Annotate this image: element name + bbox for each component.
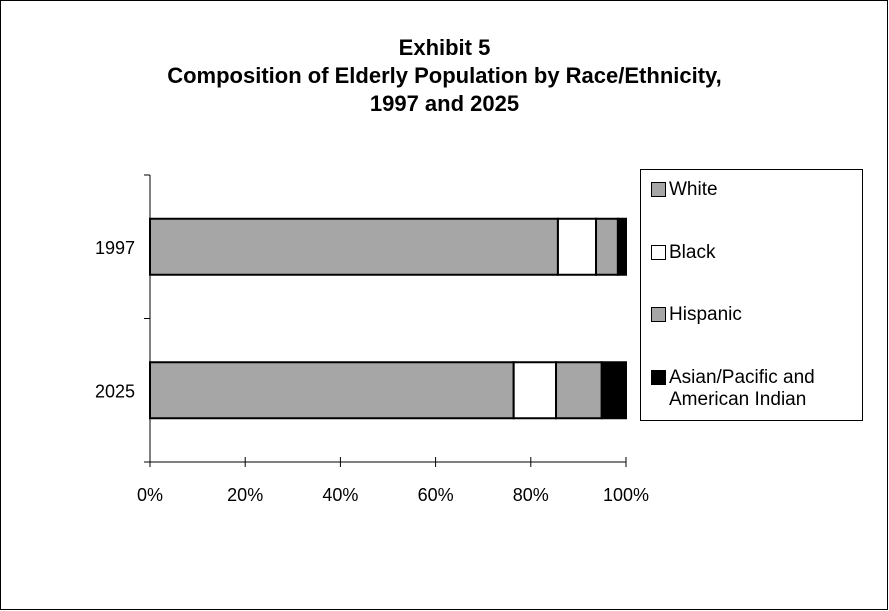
bar-1997-black	[556, 217, 598, 276]
legend-item-white: White	[651, 179, 718, 201]
x-tick-label-20: 20%	[227, 485, 263, 505]
chart-title: Exhibit 5 Composition of Elderly Populat…	[0, 34, 889, 118]
bar-2025-asian-pacific-and-american-indian	[600, 361, 627, 420]
bar-1997-asian-pacific-and-american-indian	[616, 217, 628, 276]
title-line-1: Exhibit 5	[398, 35, 491, 60]
x-tick-label-40: 40%	[322, 485, 358, 505]
bar-2025-hispanic	[555, 361, 603, 420]
legend-item-black: Black	[651, 242, 715, 264]
legend-label-hispanic: Hispanic	[669, 304, 742, 325]
legend-swatch-black	[651, 245, 666, 260]
x-tick-label-80: 80%	[513, 485, 549, 505]
legend-item-hispanic: Hispanic	[651, 304, 742, 326]
legend-item-asian-pacific-american-indian: Asian/Pacific and American Indian	[651, 367, 815, 411]
legend-swatch-asian-pacific-american-indian	[651, 370, 666, 385]
title-line-3: 1997 and 2025	[369, 91, 520, 116]
bar-1997-white	[149, 217, 559, 276]
legend-swatch-hispanic	[651, 307, 666, 322]
x-tick-label-0: 0%	[137, 485, 163, 505]
y-tick-label-2025: 2025	[95, 381, 135, 401]
x-tick-label-60: 60%	[418, 485, 454, 505]
bar-1997-hispanic	[595, 217, 619, 276]
x-tick-label-100: 100%	[603, 485, 649, 505]
bar-2025-white	[149, 361, 515, 420]
legend-label-black: Black	[669, 242, 716, 263]
legend-swatch-white	[651, 182, 666, 197]
y-tick-label-1997: 1997	[95, 238, 135, 258]
legend-label-white: White	[669, 179, 718, 200]
title-line-2: Composition of Elderly Population by Rac…	[167, 63, 722, 88]
legend-label-line-2: American Indian	[669, 389, 807, 410]
legend-label-asian-pacific-american-indian: Asian/Pacific and American Indian	[669, 367, 815, 411]
bar-2025-black	[512, 361, 558, 420]
legend-label-line-1: Asian/Pacific and	[669, 367, 815, 388]
legend: White Black Hispanic Asian/Pacific and A…	[640, 169, 863, 421]
